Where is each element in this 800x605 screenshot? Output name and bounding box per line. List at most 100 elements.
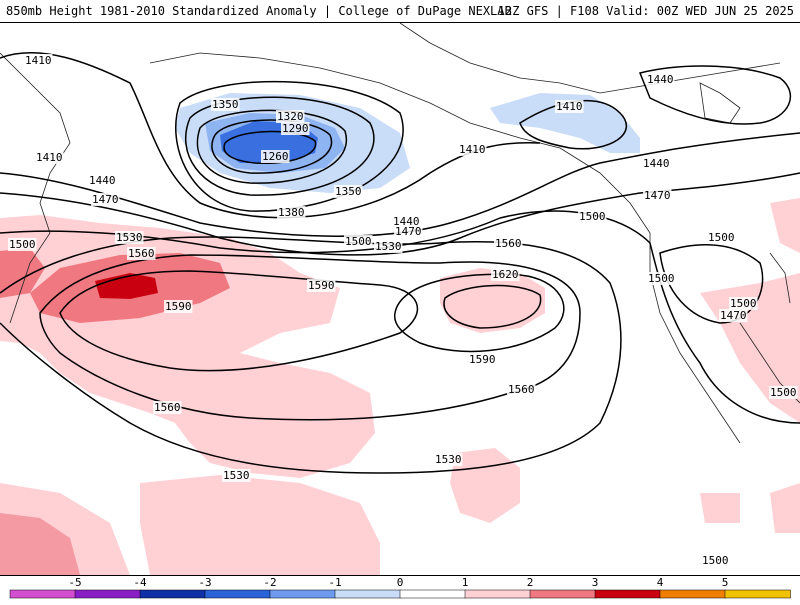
- contour-label-halo: [91, 193, 120, 206]
- contour-label: 1500: [9, 238, 36, 251]
- colorbar-segment: [74, 589, 141, 599]
- contour-1590-center: [393, 273, 565, 353]
- contour-label: 1320: [277, 110, 304, 123]
- contour-label: 1410: [36, 151, 63, 164]
- contour-label: 1530: [116, 231, 143, 244]
- contour-label: 1590: [308, 279, 335, 292]
- contour-label-halo: [344, 235, 373, 248]
- contour-label: 1500: [730, 297, 757, 310]
- contour-1530: [0, 236, 622, 474]
- contour-1560: [39, 254, 581, 421]
- anomaly-plus1-far-east: [770, 483, 800, 533]
- contour-1290: [211, 119, 333, 174]
- contour-label-halo: [458, 143, 487, 156]
- colorbar-svg: -5 -4 -3 -2 -1 0 1 2 3 4 5: [9, 576, 791, 599]
- anomaly-plus1-lower: [140, 475, 380, 575]
- contour-label: 1500: [708, 231, 735, 244]
- contour-label-halo: [555, 100, 584, 113]
- contour-label-halo: [642, 157, 671, 170]
- anomaly-map: 1410 1410 1350 1320 1290 1260 1350 1380 …: [0, 23, 800, 575]
- colorbar-tick-label: -1: [328, 576, 341, 589]
- contour-label-halo: [434, 453, 463, 466]
- anomaly-plus1-south-central: [450, 448, 520, 523]
- contour-label: 1500: [579, 210, 606, 223]
- contour-1320: [196, 109, 348, 184]
- contour-label: 1590: [469, 353, 496, 366]
- coastline-asia: [0, 52, 71, 324]
- colorbar-segment: [9, 589, 76, 599]
- contour-label-halo: [88, 174, 117, 187]
- colorbar-segment: [724, 589, 791, 599]
- contour-labels: 1410 1410 1350 1320 1290 1260 1350 1380 …: [8, 54, 798, 567]
- coastline-canada-north: [399, 23, 781, 94]
- contour-label: 1560: [508, 383, 535, 396]
- contour-1260: [223, 130, 317, 164]
- colorbar-segments: [9, 589, 791, 599]
- colorbar-segment: [594, 589, 661, 599]
- anomaly-plus1-southeast: [700, 493, 740, 523]
- anomaly-plus1-east: [700, 273, 800, 423]
- contour-label: 1530: [223, 469, 250, 482]
- contour-label: 1500: [648, 272, 675, 285]
- anomaly-plus2-southwest: [0, 513, 80, 575]
- contour-label-halo: [281, 122, 310, 135]
- contour-label: 1530: [435, 453, 462, 466]
- contour-label: 1470: [395, 225, 422, 238]
- contour-label: 1350: [335, 185, 362, 198]
- contour-label: 1590: [165, 300, 192, 313]
- colorbar-segment: [269, 589, 336, 599]
- contour-label-halo: [507, 383, 536, 396]
- contour-label: 1530: [375, 240, 402, 253]
- anomaly-colorbar: -5 -4 -3 -2 -1 0 1 2 3 4 5: [0, 575, 800, 601]
- colorbar-tick-label: 2: [527, 576, 534, 589]
- contour-label-halo: [277, 206, 306, 219]
- contour-label: 1560: [128, 247, 155, 260]
- colorbar-tick-label: -2: [263, 576, 276, 589]
- contour-label-halo: [8, 238, 37, 251]
- contour-label-halo: [394, 225, 423, 238]
- colorbar-tick-label: 5: [722, 576, 729, 589]
- contour-label: 1440: [643, 157, 670, 170]
- contour-label: 1470: [92, 193, 119, 206]
- contour-label-halo: [392, 215, 421, 228]
- contour-label: 1290: [282, 122, 309, 135]
- contour-label-halo: [276, 110, 305, 123]
- contour-label-halo: [701, 554, 730, 567]
- colorbar-segment: [334, 589, 401, 599]
- contour-label-halo: [578, 210, 607, 223]
- anomaly-plus3-core: [95, 273, 158, 299]
- contour-label: 1470: [720, 309, 747, 322]
- contour-1350: [185, 96, 375, 196]
- contour-label: 1440: [393, 215, 420, 228]
- contour-label-halo: [468, 353, 497, 366]
- height-contours: [0, 52, 800, 474]
- contour-label-halo: [307, 279, 336, 292]
- contour-1620: [443, 284, 542, 329]
- colorbar-segment: [529, 589, 596, 599]
- contour-label: 1260: [262, 150, 289, 163]
- contour-label: 1620: [492, 268, 519, 281]
- contour-1470: [0, 172, 800, 256]
- contour-label: 1500: [770, 386, 797, 399]
- contour-1500: [0, 210, 800, 424]
- contour-label: 1500: [345, 235, 372, 248]
- colorbar-segment: [399, 589, 466, 599]
- colorbar-tick-label: -5: [68, 576, 81, 589]
- contour-label-halo: [153, 401, 182, 414]
- contour-label: 1500: [702, 554, 729, 567]
- contour-label-halo: [491, 268, 520, 281]
- colorbar-tick-labels: -5 -4 -3 -2 -1 0 1 2 3 4 5: [68, 576, 728, 589]
- coastline-great-lakes: [699, 82, 741, 124]
- contour-label-halo: [261, 150, 290, 163]
- contour-1440-east: [638, 65, 791, 125]
- contour-label: 1410: [459, 143, 486, 156]
- contour-label-halo: [24, 54, 53, 67]
- contour-label: 1440: [89, 174, 116, 187]
- contour-1410-north: [0, 52, 541, 219]
- contour-label: 1560: [495, 237, 522, 250]
- colorbar-segment: [204, 589, 271, 599]
- colorbar-tick-label: 1: [462, 576, 469, 589]
- contour-label: 1410: [25, 54, 52, 67]
- anomaly-minus1-canada: [490, 93, 640, 153]
- contour-label-halo: [35, 151, 64, 164]
